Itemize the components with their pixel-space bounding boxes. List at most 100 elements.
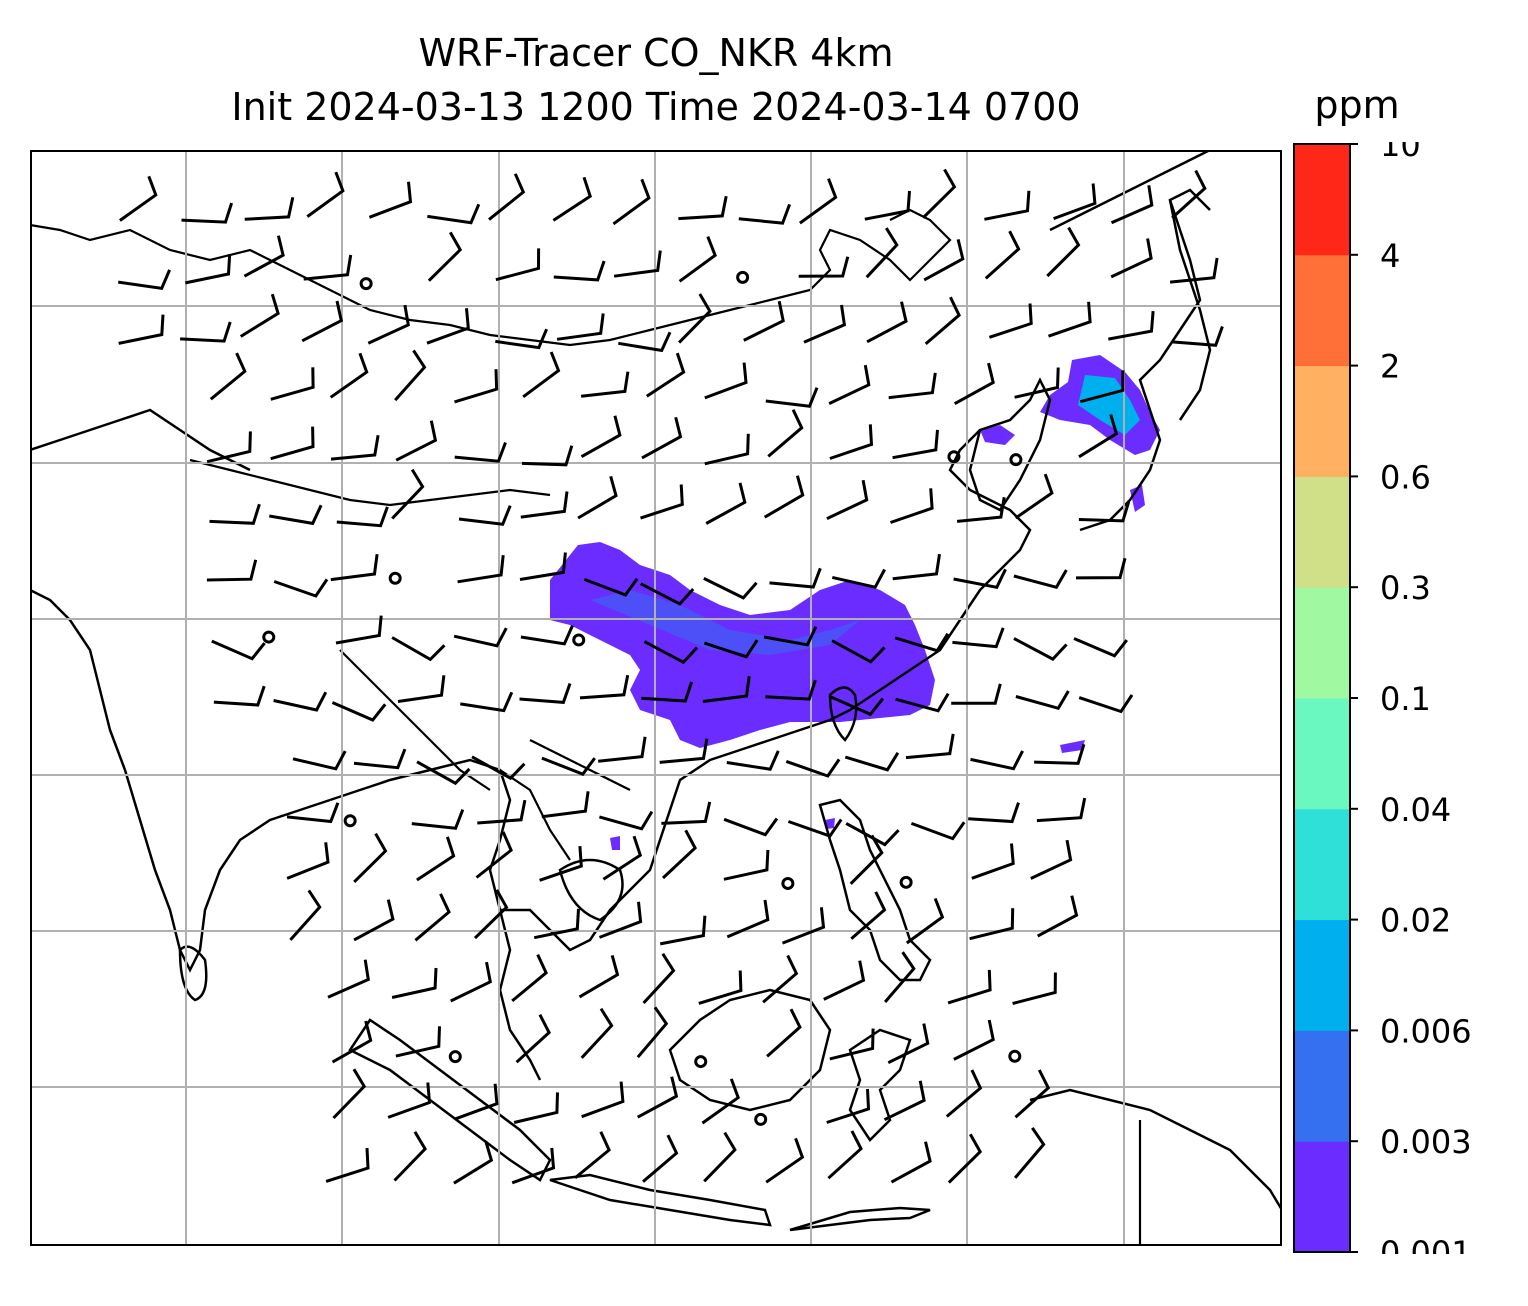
wind-barb: [823, 960, 866, 1001]
wind-barb: [292, 750, 347, 771]
wind-barb: [117, 269, 171, 290]
wind-barb: [303, 254, 353, 281]
wind-barb: [984, 230, 1021, 280]
wind-barb: [659, 915, 707, 946]
wind-barb: [947, 1133, 983, 1184]
wind-barb: [353, 748, 407, 770]
wind-barb: [636, 1076, 679, 1119]
wind-barb: [829, 424, 874, 460]
wind-barb: [1034, 743, 1086, 765]
coast-japan: [1079, 188, 1211, 532]
wind-barb: [723, 817, 779, 837]
wind-barb: [1110, 238, 1153, 279]
wind-barb: [331, 701, 387, 722]
wind-barb: [426, 308, 470, 345]
coast-taiwan: [828, 686, 858, 742]
wind-barb: [454, 369, 499, 404]
calm-wind-marker: [572, 633, 586, 647]
wind-barb: [726, 750, 780, 771]
wind-barb: [513, 1092, 559, 1124]
wind-barb: [455, 1083, 499, 1121]
wind-barb: [769, 567, 822, 589]
wind-barb: [1012, 972, 1057, 1005]
wind-barb: [533, 908, 580, 940]
wind-barb: [577, 476, 618, 520]
wind-barb: [330, 554, 379, 582]
coast-newguinea: [1029, 1088, 1282, 1211]
wind-barb: [613, 250, 662, 278]
wind-barb: [826, 1088, 871, 1124]
wind-barb: [612, 178, 651, 226]
wind-barb: [864, 190, 911, 221]
colorbar: 0.001 0.003 0.006 0.02 0.04 0.1 0.3 0.6 2 4 10: [1293, 142, 1472, 1254]
wind-barb: [849, 834, 884, 885]
wind-barb: [414, 893, 451, 942]
wind-barb: [968, 802, 1020, 824]
wind-barb: [883, 951, 916, 1003]
wind-barb: [1036, 797, 1087, 823]
wind-barb: [827, 1130, 863, 1180]
wind-barb: [520, 624, 574, 646]
wind-barb: [327, 959, 370, 999]
wind-barb: [286, 802, 340, 824]
wind-barb: [678, 293, 712, 344]
calm-wind-marker: [899, 875, 913, 889]
wind-barb: [1078, 694, 1134, 714]
wind-barb: [826, 479, 869, 520]
wind-barb: [579, 674, 630, 700]
wind-barb: [427, 203, 481, 225]
wind-barb: [457, 555, 505, 584]
wind-barb: [598, 810, 654, 831]
wind-barb: [1015, 690, 1070, 711]
map-border: [30, 150, 1282, 1246]
map-title-line-2: Init 2024-03-13 1200 Time 2024-03-14 070…: [231, 85, 1081, 129]
colorbar-tick-label: 0.02: [1380, 902, 1451, 940]
wind-barb: [765, 1137, 805, 1184]
wind-barb: [336, 506, 389, 528]
colorbar-tick-label: 0.003: [1380, 1123, 1472, 1161]
wind-barb: [866, 301, 908, 344]
wind-barb: [661, 829, 697, 880]
wind-barb: [515, 1014, 551, 1064]
wind-barb: [393, 1131, 427, 1182]
wind-barb: [394, 349, 427, 402]
wind-barb: [270, 367, 315, 401]
wind-barb: [984, 190, 1031, 221]
wind-barb: [239, 293, 280, 338]
wind-barb: [703, 1131, 737, 1183]
wind-barb: [1110, 185, 1154, 225]
plume-philippines: [825, 818, 835, 829]
wind-barb: [119, 175, 158, 222]
wind-barb: [726, 899, 770, 939]
wind-barb: [289, 889, 322, 941]
wind-barb: [952, 627, 1005, 649]
calm-wind-marker: [359, 277, 373, 291]
calm-wind-marker: [448, 1050, 462, 1064]
coast-lesser-sunda: [789, 1206, 931, 1232]
wind-barb: [922, 168, 957, 219]
wind-barb: [763, 626, 818, 647]
wind-barb: [522, 351, 561, 399]
coast-srilanka: [178, 945, 208, 1002]
wind-barb: [541, 791, 590, 819]
wind-barb: [473, 889, 509, 940]
wind-barb: [705, 482, 747, 525]
wind-barb: [1014, 1069, 1051, 1119]
wind-barb: [471, 755, 526, 781]
wind-barb: [1078, 501, 1131, 523]
wind-barb: [331, 1020, 373, 1064]
wind-barb: [353, 832, 388, 883]
coast-sulawesi: [848, 1028, 912, 1142]
wind-barb: [743, 300, 785, 342]
colorbar-unit: ppm: [1314, 83, 1400, 127]
colorbar-tick-label: 4: [1380, 237, 1400, 275]
wind-barb: [1036, 895, 1079, 938]
wind-barb: [185, 254, 232, 285]
wind-barb: [766, 1008, 802, 1058]
wind-barb: [1171, 169, 1207, 220]
wind-barb: [765, 387, 819, 408]
wind-barb: [325, 1147, 370, 1183]
wind-barb: [799, 178, 838, 225]
wind-barb: [495, 328, 548, 350]
wind-barb: [583, 577, 639, 597]
